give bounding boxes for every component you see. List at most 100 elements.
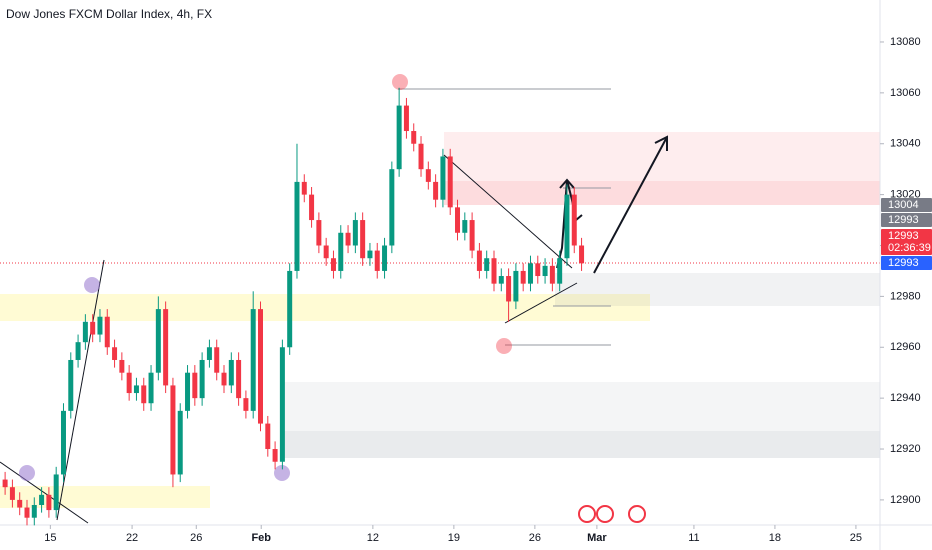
price-tag [881,213,932,227]
candle-body [82,321,88,343]
candle-body [148,372,154,404]
candle-body [338,232,344,271]
y-tick-label: 12940 [890,392,921,404]
candle-body [455,207,461,233]
price-tag-label: 13004 [888,199,919,211]
candle-body [31,504,37,518]
candle-body [418,143,424,170]
gray-zone [555,273,880,306]
y-tick-label: 13040 [890,138,921,150]
price-tag [881,198,932,212]
candle-body [192,372,198,399]
candle-body [221,372,227,386]
candle-body [579,245,585,264]
trend-line [0,461,89,524]
candle-body [163,309,169,386]
candle-body [571,194,577,246]
trend-line [443,154,573,269]
candle-body [506,276,512,302]
gray-zone [282,431,880,458]
pivot-marker [19,465,35,481]
x-tick-label: 11 [688,532,699,544]
trend-line [504,282,578,324]
candle-body [498,276,504,284]
resistance-zone [444,181,880,205]
drawings [0,74,880,524]
candle-body [330,258,336,271]
x-tick-label: 26 [529,532,541,544]
candle-body [53,474,59,511]
pivot-marker [274,465,290,481]
candle-body [141,385,147,404]
candle-body [374,250,380,271]
price-tag [881,229,932,255]
pivot-marker [84,277,100,293]
candles [2,87,585,526]
projection-arrow [593,136,668,274]
candle-body [491,258,497,284]
x-tick-label: 19 [448,532,460,544]
y-tick-label: 13080 [890,36,921,48]
candle-body [206,347,212,360]
support-zone [0,486,210,508]
x-tick-label: 12 [367,532,379,544]
candle-body [527,263,533,284]
event-icons[interactable] [578,505,646,523]
candle-body [133,385,139,394]
candle-body [17,499,23,508]
candle-body [542,265,548,277]
candle-body [520,270,526,284]
y-tick-label: 12980 [890,290,921,302]
x-tick-label: 15 [44,532,56,544]
countdown-label: 02:36:39 [888,242,931,254]
price-tag-label: 12993 [888,257,919,269]
x-tick-label: 25 [850,532,862,544]
candle-body [279,347,285,462]
arrow-head [559,178,575,189]
candle-body [236,359,242,399]
pivot-marker [496,338,512,354]
candle-body [119,359,125,373]
candle-body [345,232,351,246]
candle-body [90,321,96,335]
candle-body [462,220,468,233]
y-tick-label: 12960 [890,341,921,353]
candle-body [564,194,570,259]
event-icon[interactable] [578,505,596,523]
candle-body [309,194,315,221]
candle-body [250,309,256,411]
event-icon[interactable] [628,505,646,523]
x-tick-label: 26 [190,532,202,544]
candle-body [2,479,8,488]
y-tick-label: 12920 [890,443,921,455]
candle-body [389,169,395,246]
candle-body [557,258,563,284]
candle-body [433,181,439,200]
candle-body [294,181,300,271]
candle-body [447,156,453,208]
candle-body [214,347,220,373]
candle-body [425,169,431,182]
candle-body [112,347,118,360]
candle-body [9,487,15,500]
candle-body [382,245,388,271]
candle-body [257,309,263,424]
candle-body [185,372,191,411]
candle-body [68,359,74,411]
candle-body [60,410,66,475]
candle-body [24,507,30,518]
event-icon[interactable] [596,505,614,523]
x-tick-label: 18 [769,532,781,544]
candle-body [301,181,307,195]
candle-body [403,105,409,132]
candle-body [155,309,161,373]
candle-body [360,220,366,259]
candle-body [513,270,519,302]
pivot-marker [392,74,408,90]
candle-body [411,131,417,144]
candle-body [549,265,555,284]
x-tick-label: 22 [126,532,138,544]
candle-body [104,316,110,348]
price-tag-label: 12993 [888,230,919,242]
